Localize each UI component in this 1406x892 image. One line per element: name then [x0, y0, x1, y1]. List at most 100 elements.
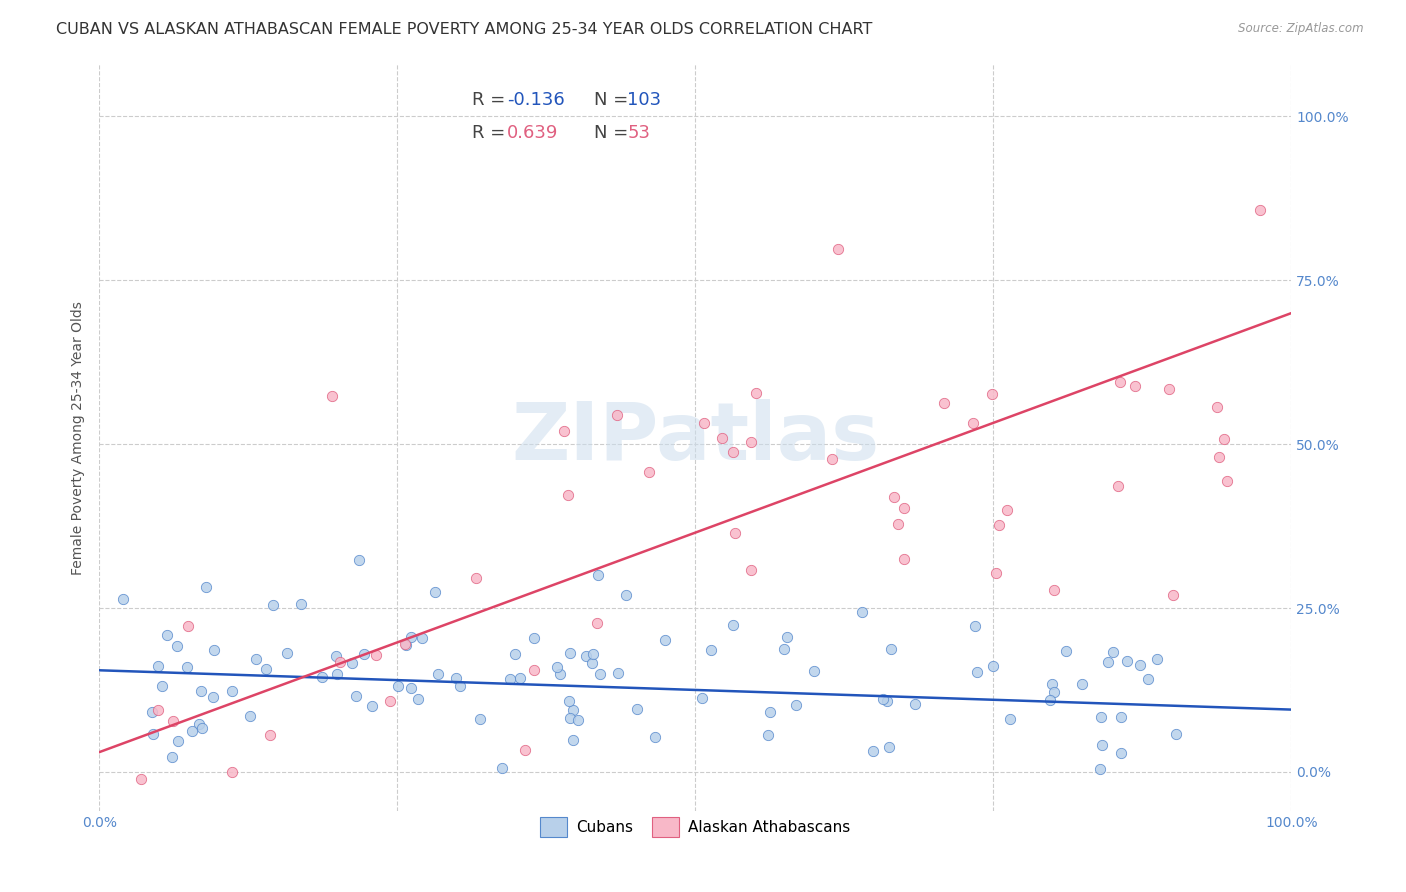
Point: [1249, 203, 1271, 218]
Legend: Cubans, Alaskan Athabascans: Cubans, Alaskan Athabascans: [531, 810, 858, 845]
Point: [1054, 644, 1077, 658]
Point: [104, 817, 127, 831]
Point: [221, 684, 243, 698]
Point: [112, 592, 135, 607]
Point: [560, 646, 582, 660]
Point: [188, 717, 211, 731]
Point: [1043, 685, 1066, 699]
Text: N =: N =: [593, 91, 634, 109]
Point: [581, 656, 603, 670]
Point: [360, 698, 382, 713]
Point: [340, 657, 363, 671]
Point: [626, 702, 648, 716]
Point: [395, 639, 418, 653]
Text: 103: 103: [627, 91, 661, 109]
Point: [129, 772, 152, 786]
Point: [394, 637, 416, 651]
Point: [932, 395, 955, 409]
Point: [399, 681, 422, 695]
Point: [465, 571, 488, 585]
Point: [711, 431, 734, 445]
Point: [966, 665, 988, 680]
Point: [408, 692, 430, 706]
Point: [202, 643, 225, 657]
Point: [962, 416, 984, 430]
Point: [862, 744, 884, 758]
Point: [693, 416, 716, 430]
Point: [509, 671, 531, 685]
Point: [1097, 655, 1119, 669]
Point: [177, 619, 200, 633]
Point: [162, 714, 184, 728]
Point: [1164, 727, 1187, 741]
Point: [644, 730, 666, 744]
Point: [1109, 710, 1132, 724]
Point: [262, 598, 284, 612]
Point: [1040, 677, 1063, 691]
Point: [387, 679, 409, 693]
Point: [557, 488, 579, 502]
Point: [326, 666, 349, 681]
Point: [176, 660, 198, 674]
Point: [505, 647, 527, 661]
Point: [963, 619, 986, 633]
Point: [353, 648, 375, 662]
Point: [1101, 644, 1123, 658]
Point: [876, 694, 898, 708]
Point: [401, 630, 423, 644]
Point: [449, 679, 471, 693]
Point: [1090, 710, 1112, 724]
Point: [821, 451, 844, 466]
Point: [347, 553, 370, 567]
Point: [1042, 582, 1064, 597]
Point: [987, 518, 1010, 533]
Point: [433, 817, 456, 831]
Point: [470, 712, 492, 726]
Text: 0.639: 0.639: [506, 124, 558, 142]
Point: [588, 667, 610, 681]
Point: [548, 666, 571, 681]
Point: [721, 445, 744, 459]
Point: [803, 664, 825, 678]
Point: [586, 568, 609, 582]
Point: [364, 648, 387, 663]
Point: [654, 632, 676, 647]
Text: ZIPatlas: ZIPatlas: [512, 399, 879, 476]
Point: [201, 690, 224, 705]
Point: [411, 631, 433, 645]
Point: [827, 242, 849, 256]
Point: [329, 655, 352, 669]
Point: [215, 817, 238, 831]
Point: [1146, 651, 1168, 665]
Point: [756, 728, 779, 742]
Point: [239, 708, 262, 723]
Point: [721, 618, 744, 632]
Point: [581, 647, 603, 661]
Point: [872, 691, 894, 706]
Point: [142, 726, 165, 740]
Point: [638, 466, 661, 480]
Point: [146, 703, 169, 717]
Point: [141, 705, 163, 719]
Point: [740, 563, 762, 577]
Text: -0.136: -0.136: [506, 91, 565, 109]
Point: [1123, 379, 1146, 393]
Point: [893, 500, 915, 515]
Point: [254, 662, 277, 676]
Point: [553, 424, 575, 438]
Point: [776, 630, 799, 644]
Point: [616, 588, 638, 602]
Point: [773, 641, 796, 656]
Text: 53: 53: [627, 124, 651, 142]
Point: [759, 705, 782, 719]
Point: [546, 659, 568, 673]
Point: [150, 679, 173, 693]
Y-axis label: Female Poverty Among 25-34 Year Olds: Female Poverty Among 25-34 Year Olds: [72, 301, 86, 574]
Point: [425, 585, 447, 599]
Point: [606, 409, 628, 423]
Point: [724, 526, 747, 541]
Point: [1107, 479, 1129, 493]
Text: R =: R =: [472, 124, 512, 142]
Point: [321, 388, 343, 402]
Point: [575, 648, 598, 663]
